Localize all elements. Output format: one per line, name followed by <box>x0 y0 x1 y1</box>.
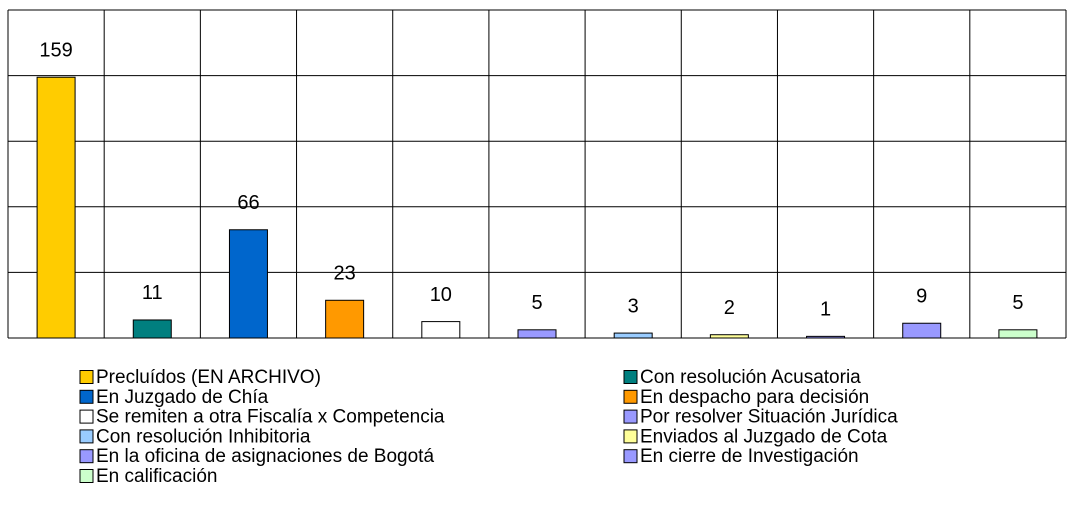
bar <box>806 335 846 339</box>
bar <box>517 329 557 339</box>
legend-swatch <box>79 429 94 444</box>
bar <box>36 76 76 339</box>
legend-label: En la oficina de asignaciones de Bogotá <box>96 446 434 467</box>
legend-label: En Juzgado de Chía <box>96 387 269 408</box>
bar <box>421 321 461 339</box>
legend-label: En despacho para decisión <box>640 387 869 408</box>
legend-swatch <box>79 409 94 424</box>
legend-label: Con resolución Inhibitoria <box>96 426 311 447</box>
legend-swatch <box>623 449 638 464</box>
value-label: 9 <box>916 286 927 308</box>
value-label: 23 <box>334 263 356 285</box>
bar <box>709 334 749 339</box>
value-label: 5 <box>1012 292 1023 314</box>
bar <box>228 229 268 339</box>
legend-swatch <box>623 409 638 424</box>
legend-label: Enviados al Juzgado de Cota <box>640 426 888 447</box>
bar <box>132 319 172 339</box>
legend-swatch <box>79 370 94 384</box>
value-label: 5 <box>531 292 542 314</box>
legend-label: En calificación <box>96 466 217 487</box>
bar <box>613 332 653 339</box>
value-label: 2 <box>724 297 735 319</box>
value-label: 11 <box>142 282 163 304</box>
value-label: 3 <box>628 295 639 317</box>
legend-swatch <box>79 389 94 404</box>
legend-label: Por resolver Situación Jurídica <box>640 407 898 428</box>
legend-swatch <box>623 389 638 404</box>
legend-label: Con resolución Acusatoria <box>640 367 861 388</box>
legend-swatch <box>79 469 94 483</box>
value-label: 1 <box>820 299 831 321</box>
legend-swatch <box>623 370 638 384</box>
legend-label: En cierre de Investigación <box>640 446 859 467</box>
value-label: 10 <box>430 284 452 306</box>
value-label: 159 <box>39 40 72 62</box>
legend-swatch <box>79 449 94 464</box>
legend-label: Precluídos (EN ARCHIVO) <box>96 367 321 388</box>
bar <box>998 329 1038 339</box>
legend-swatch <box>623 429 638 444</box>
bar <box>902 322 942 339</box>
value-label: 66 <box>237 192 259 214</box>
legend-label: Se remiten a otra Fiscalía x Competencia <box>96 407 445 428</box>
bar <box>325 299 365 339</box>
